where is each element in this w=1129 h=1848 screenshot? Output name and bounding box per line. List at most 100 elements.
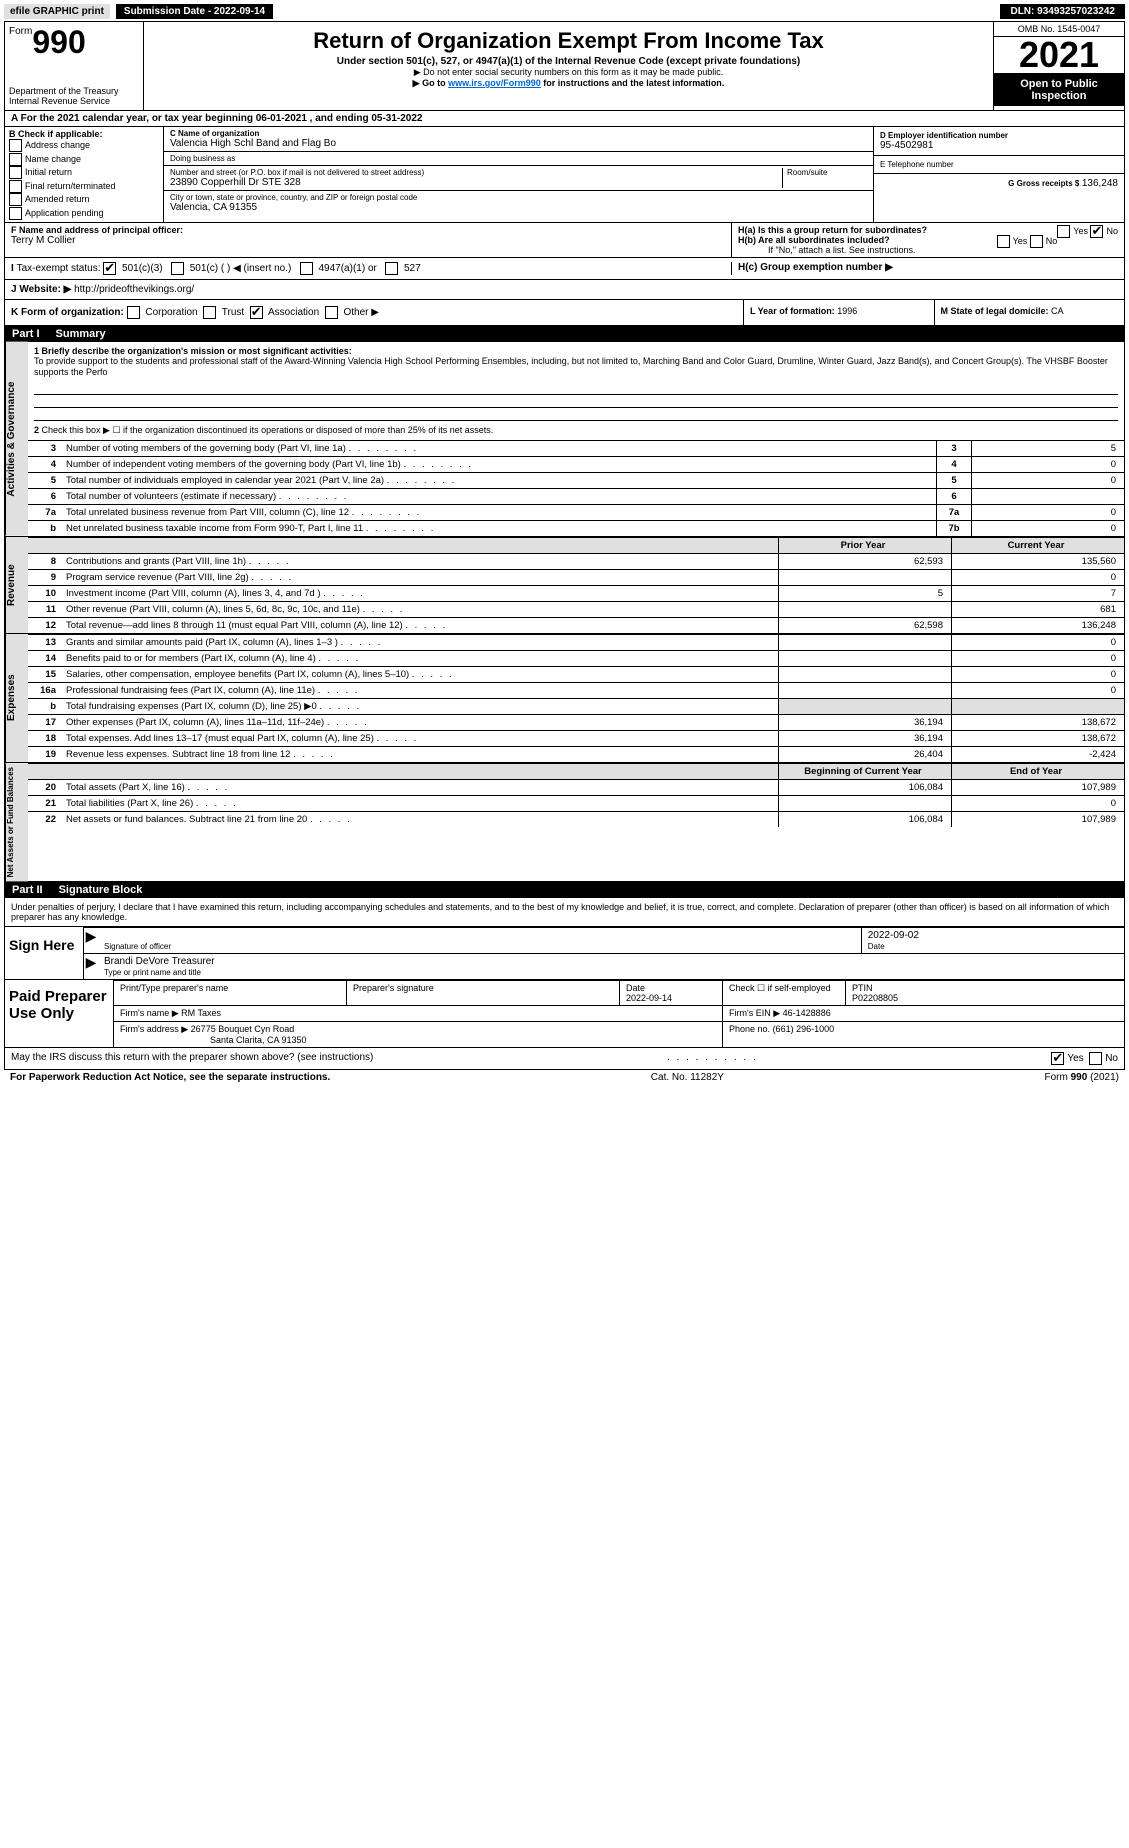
signature-block: Under penalties of perjury, I declare th…: [4, 898, 1125, 1070]
form-header: Form990 Department of the Treasury Inter…: [5, 22, 1124, 111]
h-c-label: H(c) Group exemption number ▶: [738, 262, 893, 273]
cb-irs-no[interactable]: [1089, 1052, 1102, 1065]
m-label: M State of legal domicile:: [941, 306, 1049, 316]
row-f-h: F Name and address of principal officer:…: [5, 223, 1124, 258]
cb-corporation[interactable]: [127, 306, 140, 319]
dept-treasury: Department of the Treasury: [9, 86, 139, 96]
table-row: 20Total assets (Part X, line 16) . . . .…: [28, 779, 1124, 795]
note2-pre: ▶ Go to: [413, 78, 448, 88]
cb-other[interactable]: [325, 306, 338, 319]
typed-name-label: Type or print name and title: [104, 968, 1118, 977]
expenses-block: Expenses 13Grants and similar amounts pa…: [5, 633, 1124, 762]
cb-501c3[interactable]: [103, 262, 116, 275]
typed-name-value: Brandi DeVore Treasurer: [104, 956, 1118, 968]
form-note-ssn: ▶ Do not enter social security numbers o…: [148, 67, 989, 78]
sign-here-label: Sign Here: [5, 927, 83, 979]
row-j-website: J Website: ▶ http://prideofthevikings.or…: [5, 280, 1124, 300]
form-word: Form: [9, 26, 32, 37]
form-note-link: ▶ Go to www.irs.gov/Form990 for instruct…: [148, 78, 989, 89]
table-row: 14Benefits paid to or for members (Part …: [28, 650, 1124, 666]
submission-date-button[interactable]: Submission Date - 2022-09-14: [116, 4, 273, 19]
paid-preparer-block: Paid Preparer Use Only Print/Type prepar…: [5, 979, 1124, 1047]
cb-name-change[interactable]: Name change: [9, 153, 159, 167]
q1-label: 1 Briefly describe the organization's mi…: [34, 346, 1118, 356]
cb-trust[interactable]: [203, 306, 216, 319]
revenue-block: Revenue Prior YearCurrent Year 8Contribu…: [5, 536, 1124, 633]
col-ptin-label: PTIN: [852, 983, 873, 993]
col-c-org-info: C Name of organization Valencia High Sch…: [164, 127, 873, 222]
governance-table: 3Number of voting members of the governi…: [28, 440, 1124, 536]
expenses-table: 13Grants and similar amounts paid (Part …: [28, 634, 1124, 762]
cb-amended-return[interactable]: Amended return: [9, 193, 159, 207]
cb-application-pending[interactable]: Application pending: [9, 207, 159, 221]
i-label: Tax-exempt status:: [17, 263, 101, 274]
irs-link[interactable]: www.irs.gov/Form990: [448, 78, 541, 88]
side-label-revenue: Revenue: [5, 537, 28, 633]
revenue-table: Prior YearCurrent Year 8Contributions an…: [28, 537, 1124, 633]
part-i-title: Summary: [56, 328, 106, 340]
cb-final-return[interactable]: Final return/terminated: [9, 180, 159, 194]
form-990-frame: Form990 Department of the Treasury Inter…: [4, 21, 1125, 326]
table-row: 19Revenue less expenses. Subtract line 1…: [28, 746, 1124, 762]
col-date-label: Date: [626, 983, 645, 993]
table-row: 8Contributions and grants (Part VIII, li…: [28, 553, 1124, 569]
cb-association[interactable]: [250, 306, 263, 319]
phone-label: Phone no.: [729, 1024, 770, 1034]
part-ii-header: Part II Signature Block: [4, 882, 1125, 898]
sig-date-value: 2022-09-02: [868, 930, 1118, 942]
cb-527[interactable]: [385, 262, 398, 275]
mission-text: To provide support to the students and p…: [34, 356, 1118, 378]
cb-address-change[interactable]: Address change: [9, 139, 159, 153]
part-i-body: Activities & Governance 1 Briefly descri…: [4, 342, 1125, 882]
prep-date-value: 2022-09-14: [626, 993, 672, 1003]
may-irs-text: May the IRS discuss this return with the…: [11, 1052, 373, 1065]
footer-form: Form 990 (2021): [1045, 1072, 1119, 1083]
street-value: 23890 Copperhill Dr STE 328: [170, 177, 782, 188]
street-label: Number and street (or P.O. box if mail i…: [170, 168, 782, 177]
rule-line: [34, 408, 1118, 421]
table-row: 3Number of voting members of the governi…: [28, 440, 1124, 456]
table-row: bNet unrelated business taxable income f…: [28, 520, 1124, 536]
arrow-icon: ▶: [84, 954, 98, 979]
cb-4947[interactable]: [300, 262, 313, 275]
cb-501c[interactable]: [171, 262, 184, 275]
cb-irs-yes[interactable]: [1051, 1052, 1064, 1065]
side-label-net-assets: Net Assets or Fund Balances: [5, 763, 28, 881]
d-label: D Employer identification number: [880, 131, 1118, 140]
c-name-label: C Name of organization: [170, 129, 867, 138]
footer-paperwork: For Paperwork Reduction Act Notice, see …: [10, 1072, 330, 1083]
paid-preparer-table: Print/Type preparer's name Preparer's si…: [113, 980, 1124, 1047]
phone-value: (661) 296-1000: [773, 1024, 835, 1034]
table-row: bTotal fundraising expenses (Part IX, co…: [28, 698, 1124, 714]
col-preparer-sig: Preparer's signature: [353, 983, 434, 993]
ptin-value: P02208805: [852, 993, 898, 1003]
col-d-e-g: D Employer identification number 95-4502…: [873, 127, 1124, 222]
top-bar: efile GRAPHIC print Submission Date - 20…: [4, 4, 1125, 19]
year-formation: 1996: [837, 306, 857, 316]
firm-addr-label: Firm's address ▶: [120, 1024, 188, 1034]
form-title: Return of Organization Exempt From Incom…: [148, 28, 989, 54]
col-b-checkboxes: B Check if applicable: Address change Na…: [5, 127, 164, 222]
firm-addr2: Santa Clarita, CA 91350: [120, 1035, 307, 1045]
table-row: 15Salaries, other compensation, employee…: [28, 666, 1124, 682]
cb-initial-return[interactable]: Initial return: [9, 166, 159, 180]
header-center: Return of Organization Exempt From Incom…: [144, 22, 993, 110]
row-k-l-m: K Form of organization: Corporation Trus…: [5, 300, 1124, 325]
note2-post: for instructions and the latest informat…: [541, 78, 725, 88]
table-row: 4Number of independent voting members of…: [28, 456, 1124, 472]
dba-label: Doing business as: [170, 154, 867, 163]
row-a-text: For the 2021 calendar year, or tax year …: [21, 113, 423, 124]
col-self-employed: Check ☐ if self-employed: [729, 983, 831, 993]
rule-line: [34, 382, 1118, 395]
firm-addr1: 26775 Bouquet Cyn Road: [191, 1024, 295, 1034]
table-row: 9Program service revenue (Part VIII, lin…: [28, 569, 1124, 585]
side-label-expenses: Expenses: [5, 634, 28, 762]
net-assets-table: Beginning of Current YearEnd of Year 20T…: [28, 763, 1124, 827]
row-a-tax-year: A For the 2021 calendar year, or tax yea…: [5, 111, 1124, 127]
header-right: OMB No. 1545-0047 2021 Open to Public In…: [993, 22, 1124, 110]
efile-badge: efile GRAPHIC print: [4, 4, 110, 19]
firm-ein-label: Firm's EIN ▶: [729, 1008, 780, 1018]
b-label: B Check if applicable:: [9, 129, 159, 139]
e-label: E Telephone number: [880, 160, 1118, 169]
activities-governance-block: Activities & Governance 1 Briefly descri…: [5, 342, 1124, 536]
